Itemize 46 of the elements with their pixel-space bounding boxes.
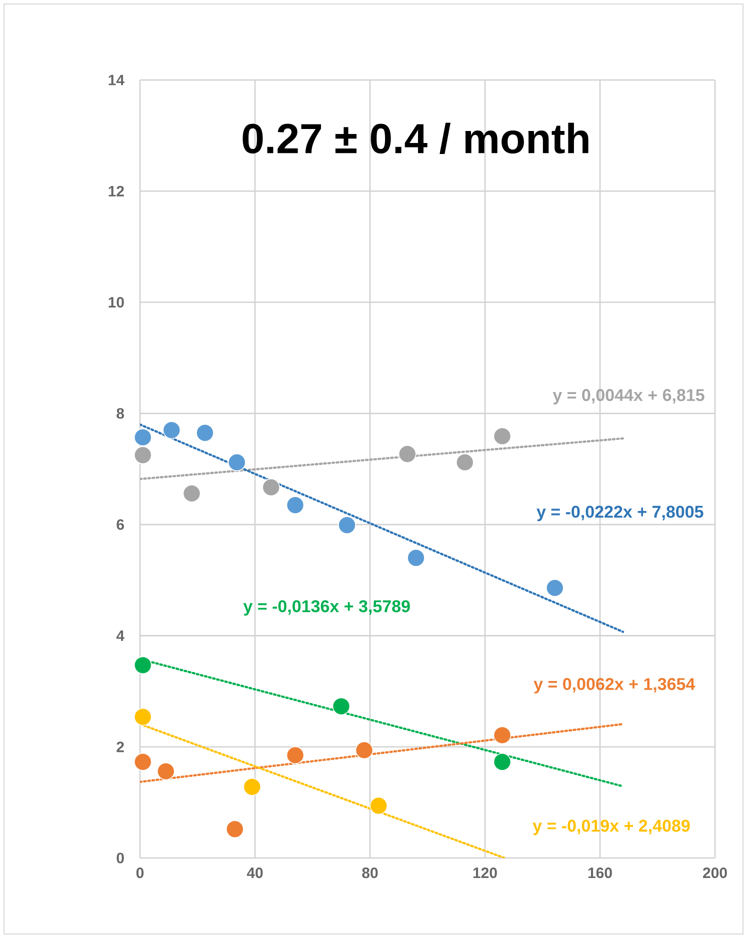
point (243, 778, 262, 796)
y-tick-label: 8 (116, 408, 124, 419)
y-tick-label: 14 (108, 74, 124, 86)
point (134, 656, 152, 674)
point (196, 424, 214, 442)
x-tick-label: 120 (473, 868, 497, 878)
x-tick-label: 80 (362, 868, 378, 878)
point (398, 445, 416, 463)
point (546, 579, 564, 597)
point (332, 697, 350, 716)
point (262, 478, 280, 496)
y-tick-label: 2 (116, 742, 124, 752)
point (286, 746, 304, 764)
point (182, 484, 201, 502)
text: y = -0,0136x + 3,5789 (243, 600, 410, 616)
x-tick-label: 0 (136, 868, 144, 878)
text: y = 0,0044x + 6,815 (552, 389, 704, 404)
point (228, 453, 246, 472)
y-tick-label: 10 (108, 296, 124, 308)
point (226, 820, 244, 838)
y-tick-label: 4 (116, 630, 124, 641)
point (493, 726, 512, 744)
point (286, 496, 304, 514)
point (338, 516, 356, 534)
text: y = -0,0222x + 7,8005 (536, 506, 704, 522)
point (156, 762, 175, 780)
y-tick-label: 12 (108, 186, 124, 196)
text: y = -0,019x + 2,4089 (532, 820, 690, 836)
point (134, 446, 152, 464)
text: y = 0,0062x + 1,3654 (534, 678, 696, 694)
y-tick-label: 6 (116, 519, 124, 530)
point (134, 752, 152, 771)
point (407, 549, 425, 567)
x-tick-label: 40 (246, 868, 263, 878)
point (355, 741, 374, 760)
point (456, 453, 474, 472)
text: 0.27 ± 0.4 / month (242, 122, 588, 154)
point (493, 427, 512, 446)
x-tick-label: 160 (588, 868, 612, 878)
point (162, 421, 181, 439)
point (134, 428, 152, 446)
point (493, 752, 512, 771)
y-tick-label: 0 (116, 852, 124, 864)
x-tick-label: 200 (703, 868, 727, 878)
point (134, 708, 152, 726)
point (370, 796, 388, 815)
